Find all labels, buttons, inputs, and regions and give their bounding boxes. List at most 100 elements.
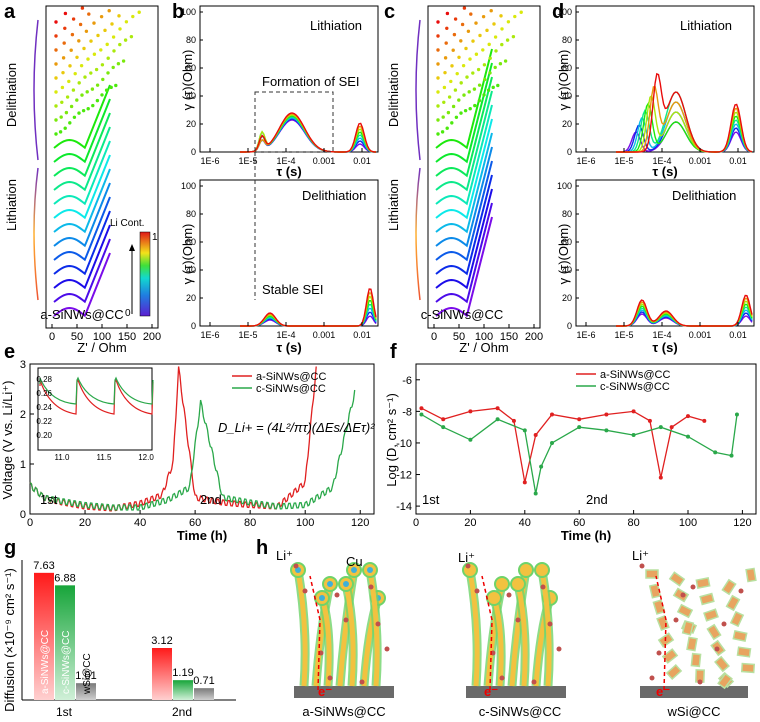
nyquist-point (468, 107, 472, 111)
inset-x-label: 11.5 (97, 453, 113, 462)
panel-h-cu: Cu (346, 554, 363, 569)
bar-value-label: 1.01 (75, 670, 96, 682)
li-ion (721, 621, 727, 627)
nyquist-point (111, 65, 115, 70)
x-tick-label: 150 (118, 331, 136, 343)
inset-y-label: 0.24 (36, 403, 52, 412)
si-particle (736, 646, 752, 658)
nanowire-tip (518, 562, 534, 578)
panel-b-xlabel-top: τ (s) (276, 164, 301, 179)
nyquist-point (99, 48, 103, 52)
y-tick-label: 20 (186, 293, 196, 303)
x-tick-label: 1E-5 (238, 330, 257, 340)
li-path (309, 575, 321, 691)
nyquist-point (71, 88, 76, 92)
panel-c-lith-arrow (415, 167, 421, 301)
nyquist-point (60, 100, 64, 104)
nyquist-point (67, 79, 71, 84)
nyquist-point (445, 126, 449, 130)
nyquist-point (471, 71, 475, 75)
nyquist-point (65, 95, 70, 99)
y-tick-label: 100 (181, 7, 196, 17)
li-ion (556, 646, 562, 652)
panel-c-xticks: 0 50 100 150 200 (431, 324, 543, 343)
y-tick-label: 60 (562, 63, 572, 73)
panel-e-cycle2: 2nd (200, 492, 222, 507)
x-tick-label: 20 (79, 517, 91, 529)
nyquist-point (95, 83, 100, 87)
nyquist-point (54, 20, 58, 24)
si-particle (721, 578, 737, 596)
drt-curve (616, 294, 753, 327)
y-tick-label: 80 (186, 35, 196, 45)
panel-c-letter: c (384, 1, 395, 23)
data-point (533, 491, 538, 496)
panel-b-annot-stable: Stable SEI (262, 282, 323, 297)
si-particle (745, 567, 757, 583)
nyquist-point (471, 39, 475, 43)
panel-h-schematics (290, 562, 757, 698)
x-tick-label: 0.01 (729, 156, 747, 166)
x-tick-label: 1E-4 (276, 330, 295, 340)
current-collector (640, 686, 748, 698)
data-point (468, 409, 473, 414)
data-point (550, 412, 554, 417)
nanowire (467, 569, 480, 687)
drt-curve (616, 72, 753, 153)
x-tick-label: 1E-6 (200, 330, 219, 340)
si-particle (645, 569, 659, 579)
nyquist-point (481, 14, 486, 19)
bar-value-label: 3.12 (151, 635, 172, 647)
nyquist-curve (53, 210, 111, 276)
li-ion (714, 646, 720, 652)
nyquist-point (54, 48, 58, 52)
nyquist-point (440, 130, 445, 134)
li-ion (327, 675, 333, 681)
nyquist-point (54, 62, 58, 66)
nyquist-point (106, 71, 110, 75)
nyquist-point (488, 56, 492, 60)
panel-h-letter: h (256, 537, 268, 559)
si-particle (690, 652, 702, 668)
panel-b-ylabel-top: γ (τ)(Ohm) (180, 50, 195, 111)
nyquist-point (457, 98, 461, 102)
panel-h-li-a: Li⁺ (276, 548, 293, 563)
bar (152, 648, 172, 700)
y-tick-label: -12 (396, 470, 412, 482)
cu-particle (295, 567, 301, 573)
x-tick-label: 50 (71, 331, 83, 343)
si-particle (676, 603, 694, 619)
x-tick-label: 1E-5 (238, 156, 257, 166)
nyquist-point (58, 130, 63, 134)
x-tick-label: 0 (49, 331, 55, 343)
nyquist-point (87, 12, 91, 16)
x-tick-label: 0 (413, 517, 419, 529)
panel-a-xlabel: Z' / Ohm (77, 340, 126, 355)
nyquist-point (455, 71, 459, 76)
cu-particle (351, 567, 357, 573)
nyquist-point (73, 71, 77, 76)
y-tick-label: 40 (562, 265, 572, 275)
nyquist-point (64, 110, 69, 115)
li-ion (673, 617, 679, 623)
li-ion (639, 563, 645, 569)
nyquist-point (91, 103, 95, 108)
panel-c-sample: c-SiNWs@CC (421, 307, 504, 322)
panel-a-ylabel-bottom: Lithiation (4, 179, 19, 231)
panel-e-inset (37, 367, 153, 451)
legend-label: c-SiNWs@CC (600, 381, 670, 393)
nyquist-curve (53, 98, 111, 164)
li-ion (506, 592, 512, 598)
y-tick-label: 100 (557, 7, 572, 17)
nyquist-point (503, 59, 508, 63)
bar-series-label: c-SiNWs@CC (61, 631, 72, 694)
nyquist-point (506, 20, 511, 24)
nyquist-curve (53, 182, 111, 248)
y-tick-label: 0 (567, 147, 572, 157)
data-point (522, 480, 527, 485)
panel-d-ylabel-bottom: γ (τ)(Ohm) (556, 224, 571, 285)
x-tick-label: 200 (525, 331, 543, 343)
nyquist-point (443, 70, 447, 75)
nyquist-point (68, 121, 72, 125)
nanowire-tip (494, 576, 510, 592)
